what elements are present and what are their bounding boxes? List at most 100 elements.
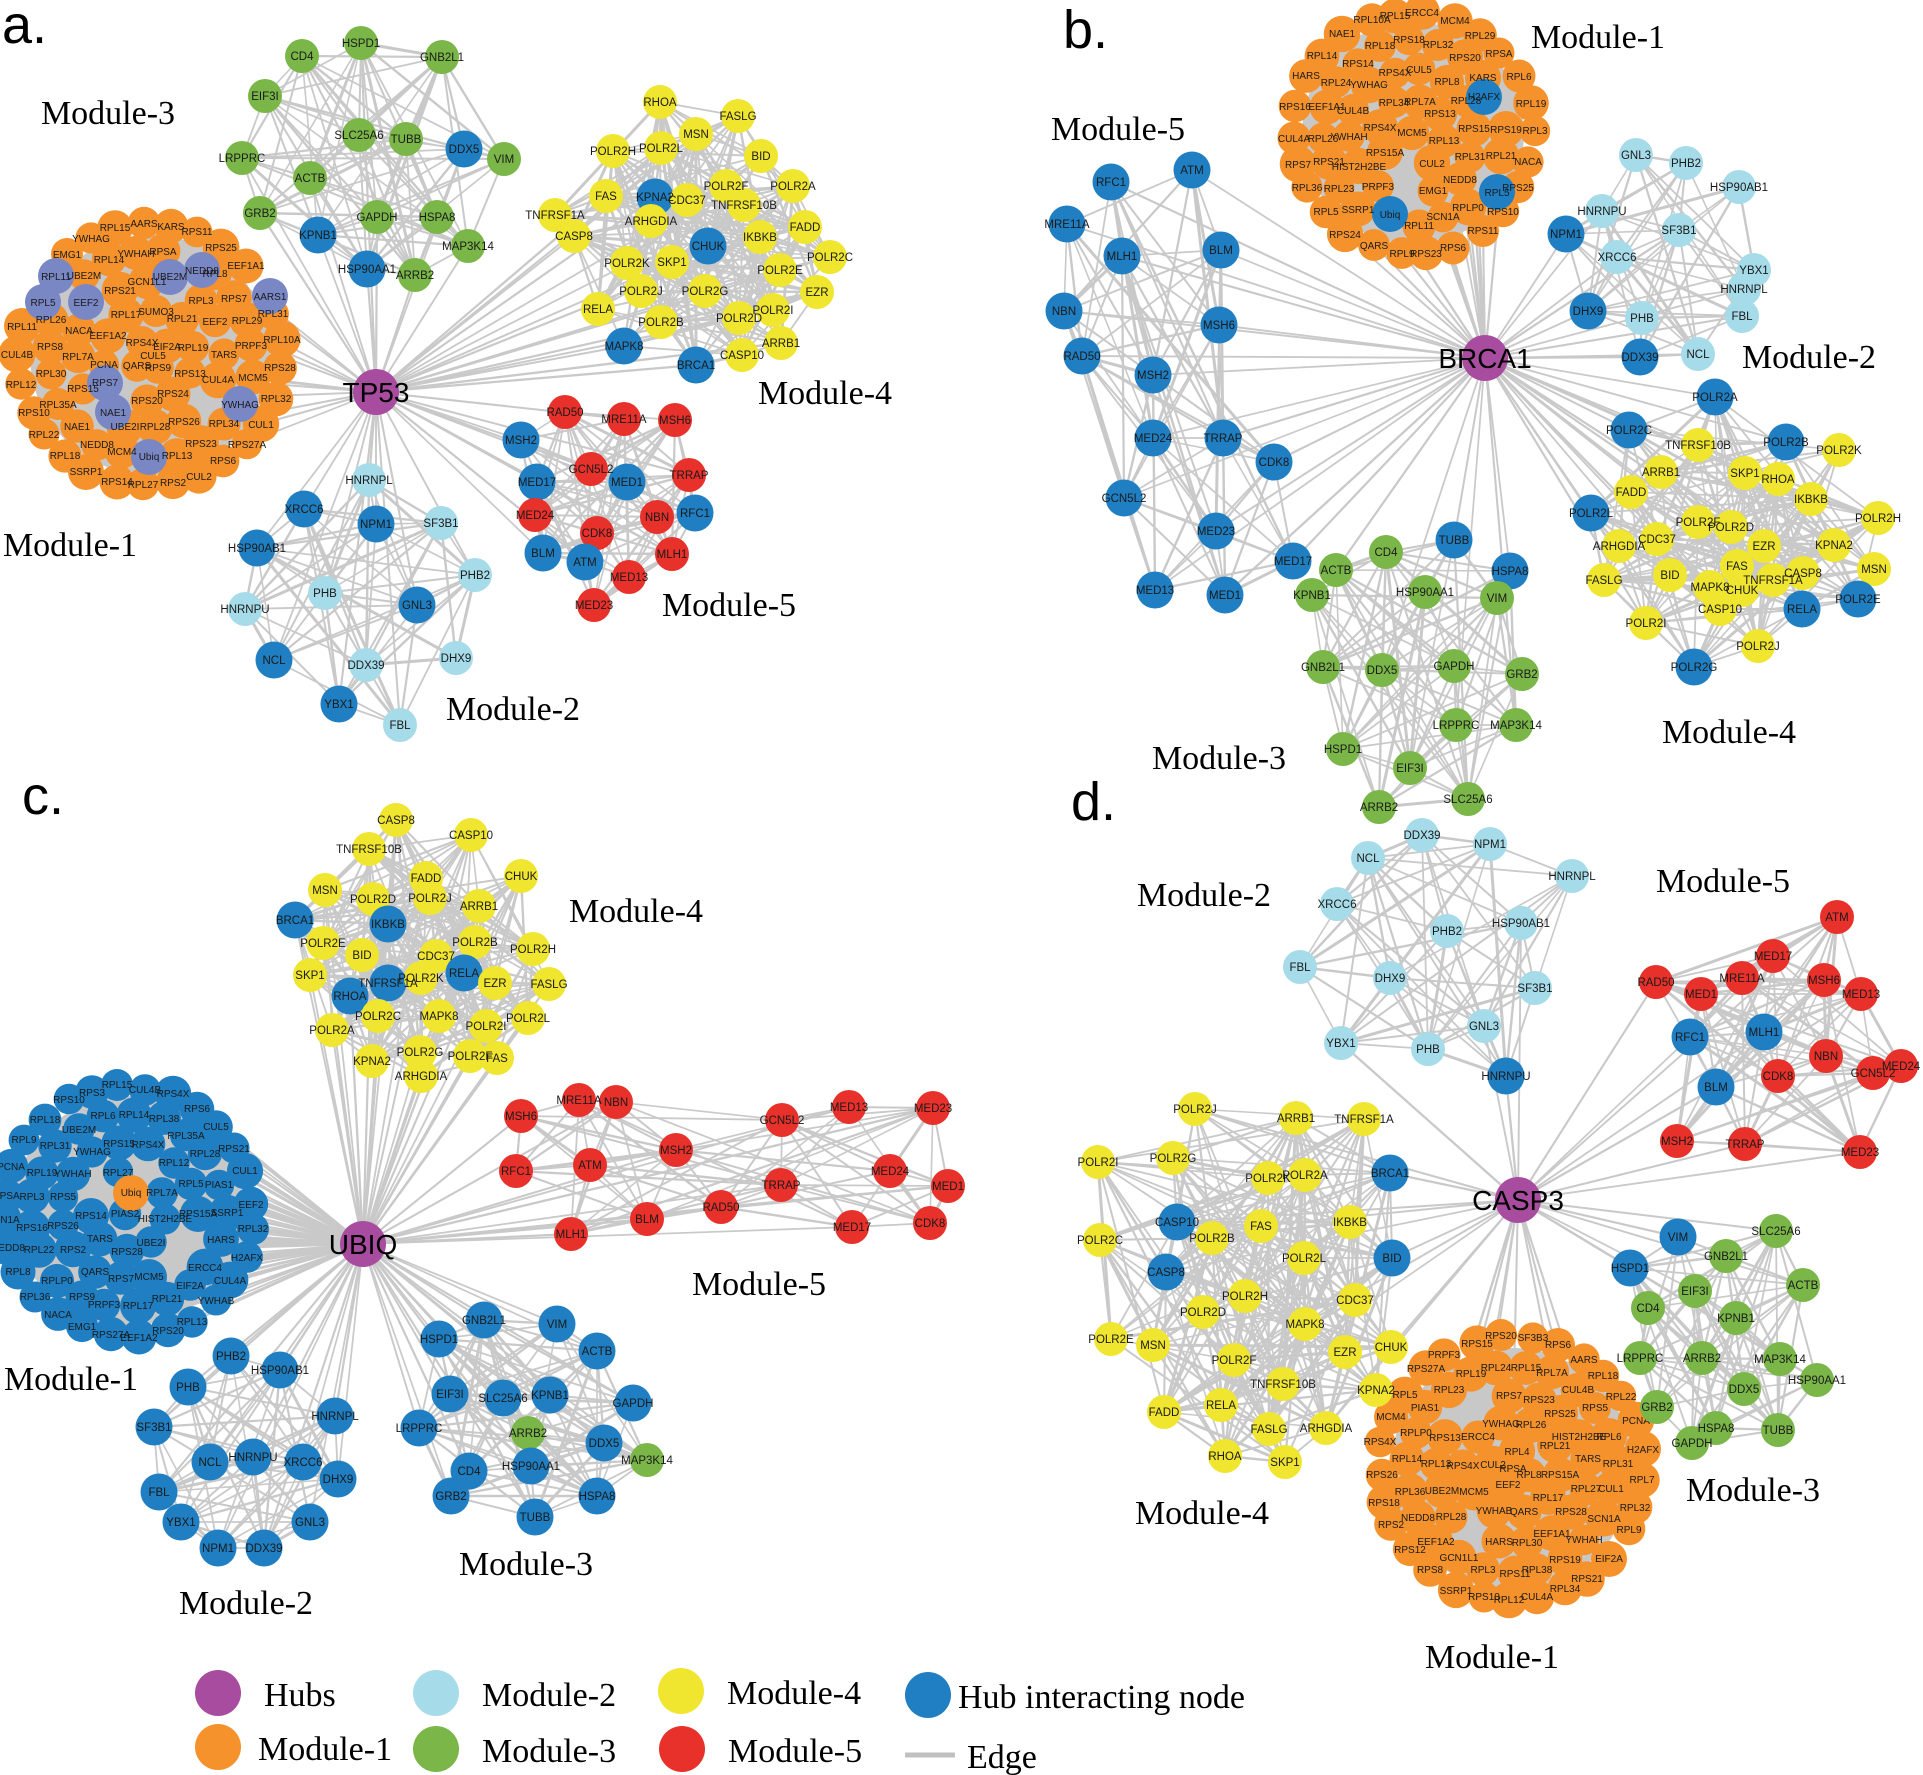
svg-text:NBN: NBN [645,512,669,524]
svg-text:CUL5: CUL5 [140,351,166,362]
svg-text:GAPDH: GAPDH [1434,661,1475,673]
svg-text:ARHGDIA: ARHGDIA [1300,1423,1353,1435]
svg-text:UBE2M: UBE2M [1425,1486,1459,1497]
svg-text:FBL: FBL [1731,311,1753,323]
svg-text:MED24: MED24 [1882,1061,1921,1073]
svg-text:EEF1A1: EEF1A1 [1308,102,1346,113]
svg-text:YWHAG: YWHAG [72,234,110,245]
svg-text:ERCC4: ERCC4 [1461,1432,1495,1443]
svg-text:QARS: QARS [81,1267,110,1278]
svg-text:RAD50: RAD50 [1063,351,1100,363]
svg-text:POLR2C: POLR2C [1606,425,1652,437]
svg-text:CUL4A: CUL4A [1521,1592,1554,1603]
svg-text:IKBKB: IKBKB [1794,494,1828,506]
svg-text:SCN1A: SCN1A [1426,212,1460,223]
svg-text:MED24: MED24 [871,1166,910,1178]
svg-text:PRPF3: PRPF3 [88,1300,121,1311]
svg-text:GAPDH: GAPDH [1672,1438,1713,1450]
svg-text:RPS6: RPS6 [1440,243,1467,254]
svg-text:MED1: MED1 [1209,590,1241,602]
svg-text:ARHGDIA: ARHGDIA [625,216,678,228]
svg-text:MED24: MED24 [516,510,555,522]
svg-text:YBX1: YBX1 [166,1517,195,1529]
svg-text:EEF2: EEF2 [202,317,227,328]
svg-text:SSRP1: SSRP1 [1342,205,1375,216]
svg-text:PHB: PHB [176,1382,200,1394]
svg-text:RPS20: RPS20 [1449,53,1481,64]
svg-text:RPS27A: RPS27A [1407,1364,1446,1375]
svg-text:PHB2: PHB2 [460,570,490,582]
svg-text:CASP10: CASP10 [720,350,764,362]
svg-text:SLC25A6: SLC25A6 [478,1393,527,1405]
svg-text:HNRNPU: HNRNPU [1577,206,1626,218]
svg-text:HSPA8: HSPA8 [419,212,456,224]
svg-text:RPS26: RPS26 [47,1221,79,1232]
svg-text:BID: BID [352,950,371,962]
svg-text:RPS14: RPS14 [75,1211,107,1222]
svg-text:SF3B3: SF3B3 [1518,1333,1549,1344]
svg-text:RPS9: RPS9 [145,363,172,374]
svg-text:FBL: FBL [389,720,411,732]
svg-text:HSP90AB1: HSP90AB1 [228,543,286,555]
svg-text:POLR2B: POLR2B [638,317,684,329]
svg-text:MAPK8: MAPK8 [1286,1319,1325,1331]
svg-text:RPSA: RPSA [1499,1464,1527,1475]
svg-text:Hubs: Hubs [264,1677,336,1714]
svg-text:POLR2J: POLR2J [619,286,662,298]
svg-text:RPL7A: RPL7A [62,352,94,363]
svg-text:RPL12: RPL12 [159,1158,190,1169]
svg-text:RPS11: RPS11 [1468,226,1499,237]
svg-text:MSN: MSN [1140,1340,1166,1352]
svg-text:RPL13: RPL13 [1429,136,1460,147]
svg-text:RPS8: RPS8 [1417,1565,1444,1576]
svg-text:RPL12: RPL12 [6,380,37,391]
svg-text:TP53: TP53 [343,377,410,408]
svg-text:NACA: NACA [1514,157,1542,168]
svg-text:PRPF3: PRPF3 [1362,182,1395,193]
svg-text:Module-5: Module-5 [1656,863,1790,900]
svg-text:CHUK: CHUK [692,241,725,253]
svg-text:GCN5L2: GCN5L2 [569,464,614,476]
svg-text:CDK8: CDK8 [1259,457,1290,469]
svg-text:XRCC6: XRCC6 [1318,899,1357,911]
svg-text:RPL5: RPL5 [1392,1390,1417,1401]
svg-text:Module-4: Module-4 [758,375,892,412]
svg-text:RPL24: RPL24 [1321,78,1352,89]
svg-text:HNRNPU: HNRNPU [228,1452,277,1464]
svg-text:RPS26: RPS26 [168,417,200,428]
svg-text:MLH1: MLH1 [657,549,688,561]
svg-text:GCN5L2: GCN5L2 [760,1115,805,1127]
svg-text:RPS13: RPS13 [1424,109,1456,120]
svg-text:RPL32: RPL32 [238,1224,269,1235]
svg-text:POLR2K: POLR2K [1816,445,1862,457]
svg-text:RPL30: RPL30 [1512,1538,1543,1549]
svg-text:Ubiq: Ubiq [121,1188,142,1199]
svg-text:QARS: QARS [1360,241,1389,252]
svg-text:CD4: CD4 [290,51,314,63]
svg-text:PCNA: PCNA [0,1162,25,1173]
svg-text:POLR2I: POLR2I [1626,618,1667,630]
svg-text:Module-4: Module-4 [727,1675,861,1712]
svg-text:XRCC6: XRCC6 [1598,252,1637,264]
svg-text:CD4: CD4 [457,1466,481,1478]
svg-text:HSP90AB1: HSP90AB1 [251,1365,309,1377]
svg-text:QARS: QARS [1510,1507,1539,1518]
svg-text:RPS5: RPS5 [50,1192,77,1203]
svg-text:CUL4A: CUL4A [1278,134,1311,145]
svg-text:RPS23: RPS23 [185,439,217,450]
svg-text:GNL3: GNL3 [1621,150,1651,162]
svg-text:RPL34: RPL34 [1550,1584,1581,1595]
svg-text:GNB2L1: GNB2L1 [462,1315,506,1327]
svg-text:RPS20: RPS20 [1485,1331,1517,1342]
svg-text:RPS15A: RPS15A [179,1209,218,1220]
svg-text:NPM1: NPM1 [202,1543,234,1555]
svg-text:EEF1A1: EEF1A1 [227,261,265,272]
svg-text:Module-3: Module-3 [41,95,175,132]
svg-text:MED23: MED23 [914,1103,952,1115]
svg-text:EZR: EZR [484,978,507,990]
svg-text:POLR2H: POLR2H [1222,1291,1268,1303]
svg-text:NEDD8: NEDD8 [1401,1513,1435,1524]
svg-text:RPL36: RPL36 [1395,1487,1426,1498]
svg-text:POLR2J: POLR2J [408,893,451,905]
svg-text:RPS21: RPS21 [1313,157,1345,168]
